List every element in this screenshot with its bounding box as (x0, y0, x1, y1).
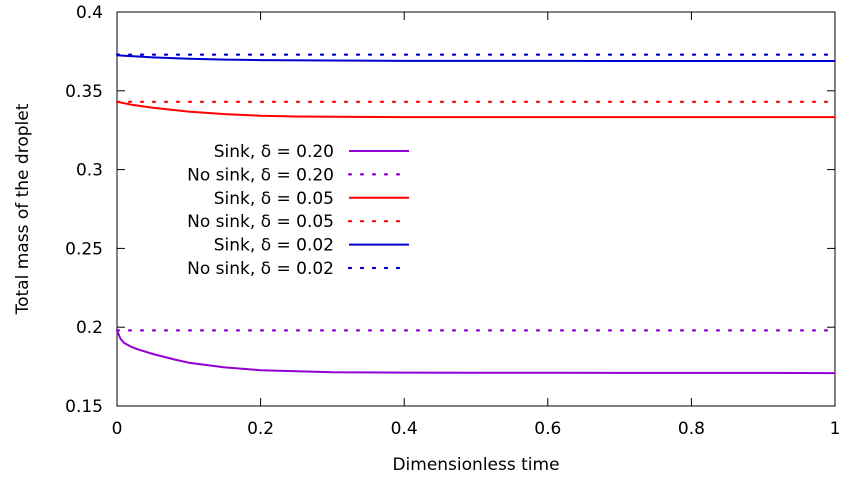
legend-label-0: Sink, δ = 0.20 (214, 142, 334, 162)
x-tick-label: 0.4 (391, 419, 418, 439)
y-tick-label: 0.25 (65, 239, 103, 259)
x-tick-label: 0.6 (534, 419, 561, 439)
x-tick-label: 1 (830, 419, 841, 439)
tick-labels: 0 0.2 0.4 0.6 0.8 1 0.15 0.2 0.25 0.3 0.35 0.4 (65, 3, 840, 439)
series-line-2 (116, 100, 835, 119)
y-tick-label: 0.3 (76, 161, 103, 181)
y-tick-label: 0.15 (65, 397, 103, 417)
legend-label-1: No sink, δ = 0.20 (187, 165, 334, 185)
series-line-4 (116, 54, 835, 62)
legend-label-5: No sink, δ = 0.02 (187, 259, 334, 279)
y-tick-label: 0.2 (76, 318, 103, 338)
ticks (116, 11, 836, 407)
legend-label-3: No sink, δ = 0.05 (187, 212, 334, 232)
x-tick-label: 0 (112, 419, 123, 439)
y-tick-label: 0.4 (76, 3, 103, 23)
y-tick-label: 0.35 (65, 82, 103, 102)
series-lines (115, 53, 837, 375)
legend: Sink, δ = 0.20 No sink, δ = 0.20 Sink, δ =… (187, 142, 411, 279)
plot-frame (116, 11, 836, 407)
y-axis-title: Total mass of the droplet (13, 103, 33, 315)
x-tick-label: 0.2 (247, 419, 274, 439)
legend-label-4: Sink, δ = 0.02 (214, 236, 334, 256)
legend-label-2: Sink, δ = 0.05 (214, 189, 334, 209)
x-tick-label: 0.8 (678, 419, 705, 439)
series-line-0 (116, 330, 836, 375)
x-axis-title: Dimensionless time (392, 455, 559, 475)
